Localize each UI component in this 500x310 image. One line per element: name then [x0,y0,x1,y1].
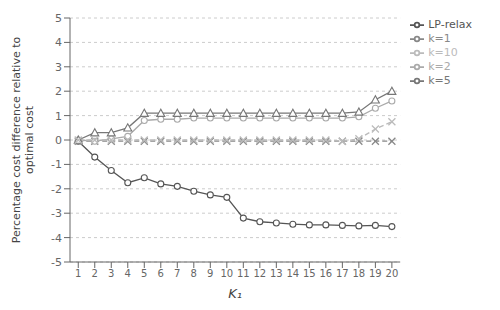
svg-text:5: 5 [141,268,147,279]
svg-text:-5: -5 [51,256,62,269]
html-text:k=1: k=1 [428,32,451,45]
svg-text:19: 19 [369,268,382,279]
svg-text:4: 4 [55,36,62,49]
svg-text:9: 9 [207,268,213,279]
svg-text:4: 4 [125,268,131,279]
svg-text:7: 7 [174,268,180,279]
svg-text:-2: -2 [51,183,62,196]
svg-text:20: 20 [386,268,399,279]
svg-text:3: 3 [108,268,114,279]
svg-text:16: 16 [319,268,332,279]
svg-text:11: 11 [237,268,250,279]
svg-text:0: 0 [55,134,62,147]
svg-text:3: 3 [55,61,62,74]
svg-text:K₁: K₁ [228,286,242,301]
svg-text:Percentage cost difference rel: Percentage cost difference relative toop… [10,37,36,244]
svg-text:10: 10 [220,268,233,279]
svg-text:5: 5 [55,12,62,25]
html-text:k=10: k=10 [428,46,458,59]
svg-text:2: 2 [92,268,98,279]
svg-text:12: 12 [253,268,266,279]
svg-text:-4: -4 [51,232,62,245]
svg-text:6: 6 [158,268,164,279]
svg-text:8: 8 [191,268,197,279]
svg-text:15: 15 [303,268,316,279]
svg-text:17: 17 [336,268,349,279]
svg-text:-1: -1 [51,158,62,171]
svg-text:-3: -3 [51,207,62,220]
svg-text:13: 13 [270,268,283,279]
html-text:k=2: k=2 [428,60,451,73]
svg-text:1: 1 [55,110,62,123]
svg-text:1: 1 [75,268,81,279]
svg-text:14: 14 [286,268,299,279]
svg-text:18: 18 [353,268,366,279]
html-text:LP-relax: LP-relax [428,18,472,31]
svg-text:2: 2 [55,85,62,98]
html-text:k=5: k=5 [428,74,451,87]
